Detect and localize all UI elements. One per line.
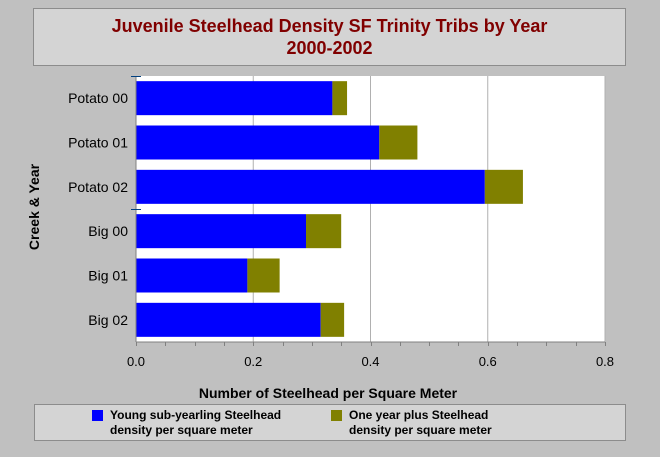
legend-label-yearplus: One year plus Steelhead density per squa… xyxy=(349,408,492,437)
chart-title-box: Juvenile Steelhead Density SF Trinity Tr… xyxy=(33,8,626,66)
y-tick-label: Big 01 xyxy=(88,268,128,284)
y-tick-label: Big 00 xyxy=(88,223,128,239)
legend-swatch-yearplus xyxy=(331,410,342,421)
y-tick-label: Big 02 xyxy=(88,312,128,328)
chart-title: Juvenile Steelhead Density SF Trinity Tr… xyxy=(111,16,548,36)
y-tick-label: Potato 01 xyxy=(68,135,128,151)
legend-item-young: Young sub-yearling Steelhead density per… xyxy=(92,408,281,438)
bar-chart: 0.0 0.2 0.4 0.6 0.8 Potato 00 Potato 01 Potato … xyxy=(26,76,614,401)
legend-label-young: Young sub-yearling Steelhead density per… xyxy=(110,408,282,437)
bar-yearplus-segment xyxy=(320,302,345,337)
bar-young-segment xyxy=(136,302,321,337)
x-tick-label: 0.6 xyxy=(479,354,497,369)
chart-subtitle: 2000-2002 xyxy=(286,38,373,58)
bar-yearplus-segment xyxy=(379,125,418,160)
bar-yearplus-segment xyxy=(484,169,523,204)
bar-yearplus-segment xyxy=(332,81,348,116)
bar-young-segment xyxy=(136,214,307,249)
bar-young-segment xyxy=(136,125,380,160)
bar-young-segment xyxy=(136,258,248,293)
x-tick-label: 0.2 xyxy=(244,354,262,369)
x-tick-label: 0.0 xyxy=(127,354,145,369)
legend-item-yearplus: One year plus Steelhead density per squa… xyxy=(331,408,492,438)
legend-swatch-young xyxy=(92,410,103,421)
bar-young-segment xyxy=(136,169,485,204)
x-axis-title: Number of Steelhead per Square Meter xyxy=(199,385,458,401)
y-tick-label: Potato 00 xyxy=(68,90,128,106)
bar-yearplus-segment xyxy=(306,214,342,249)
x-tick-label: 0.4 xyxy=(361,354,379,369)
y-axis-title: Creek & Year xyxy=(26,163,42,250)
bar-yearplus-segment xyxy=(247,258,280,293)
bar-young-segment xyxy=(136,81,333,116)
x-tick-label: 0.8 xyxy=(596,354,614,369)
y-tick-label: Potato 02 xyxy=(68,179,128,195)
legend: Young sub-yearling Steelhead density per… xyxy=(34,404,626,441)
